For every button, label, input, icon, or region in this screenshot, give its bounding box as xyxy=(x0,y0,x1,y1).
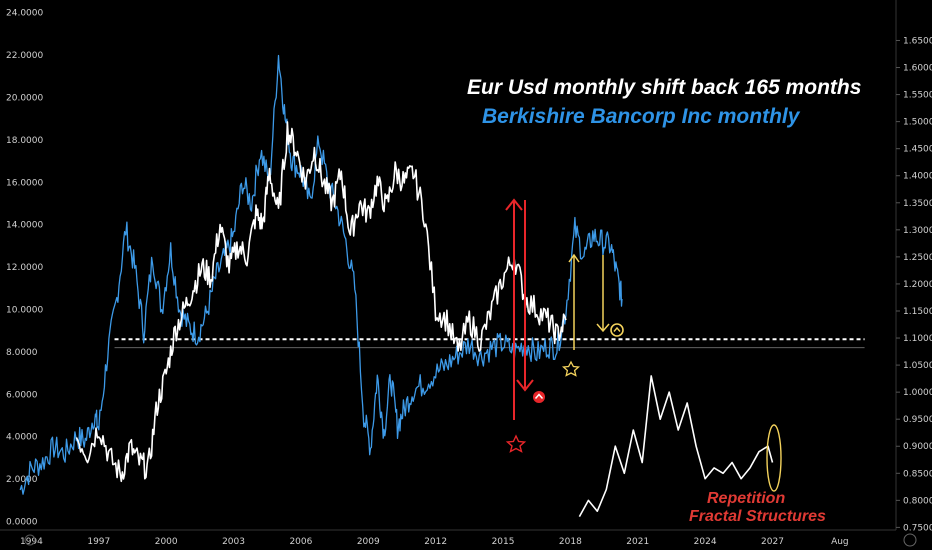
time-tick-label: 2018 xyxy=(559,537,582,547)
left-tick-label: 4.0000 xyxy=(6,433,38,443)
time-tick-label: 2015 xyxy=(492,537,515,547)
left-tick-label: 12.0000 xyxy=(6,263,43,273)
time-tick-label: 2006 xyxy=(289,537,312,547)
left-tick-label: 22.0000 xyxy=(6,51,43,61)
left-tick-label: 6.0000 xyxy=(6,390,38,400)
left-tick-label: 14.0000 xyxy=(6,221,43,231)
right-tick-label: 1.10000 xyxy=(903,334,932,344)
right-tick-label: 1.60000 xyxy=(903,64,932,74)
red-star-icon xyxy=(505,434,527,453)
right-tick-label: 1.15000 xyxy=(903,307,932,317)
time-tick-label: 2024 xyxy=(694,537,717,547)
time-axis[interactable]: 1994 1997 2000 2003 2006 2009 2012 2015 2018 2021… xyxy=(20,537,849,547)
time-tick-label: 2012 xyxy=(424,537,447,547)
series-line-white-right xyxy=(578,375,774,517)
annotation-line-1: Repetition xyxy=(707,490,785,507)
right-price-axis[interactable]: 1.65000 1.60000 1.55000 1.50000 1.45000 1.400… xyxy=(896,36,932,533)
time-tick-label: 2009 xyxy=(357,537,380,547)
time-tick-label: 2027 xyxy=(761,537,784,547)
right-tick-label: 1.30000 xyxy=(903,226,932,236)
right-tick-label: 1.45000 xyxy=(903,145,932,155)
time-tick-label: 2000 xyxy=(155,537,178,547)
red-arrow-head-up xyxy=(505,198,523,211)
right-tick-label: 1.35000 xyxy=(903,199,932,209)
left-tick-label: 0.0000 xyxy=(6,518,38,528)
right-tick-label: 1.55000 xyxy=(903,91,932,101)
right-tick-label: 1.65000 xyxy=(903,36,932,46)
left-tick-label: 10.0000 xyxy=(6,306,43,316)
time-tick-label: 1997 xyxy=(87,537,110,547)
right-tick-label: 1.50000 xyxy=(903,118,932,128)
red-up-circle-arrow xyxy=(534,393,544,399)
right-tick-label: 1.20000 xyxy=(903,280,932,290)
time-tick-label: 2003 xyxy=(222,537,245,547)
drawing-annotations xyxy=(505,198,782,492)
chart-title: Eur Usd monthly shift back 165 months xyxy=(467,76,861,99)
time-tick-label: 1994 xyxy=(20,537,43,547)
right-tick-label: 1.05000 xyxy=(903,361,932,371)
right-tick-label: 1.25000 xyxy=(903,253,932,263)
yellow-star-icon xyxy=(561,360,581,377)
series-line-white xyxy=(75,121,567,483)
right-tick-label: 1.40000 xyxy=(903,172,932,182)
chart-subtitle: Berkishire Bancorp Inc monthly xyxy=(482,105,801,128)
annotation-line-2: Fractal Structures xyxy=(689,508,826,525)
yellow-down-arrow-head xyxy=(596,323,610,333)
red-arrow-head-down xyxy=(516,379,534,392)
right-tick-label: 0.75000 xyxy=(903,523,932,533)
left-tick-label: 16.0000 xyxy=(6,178,43,188)
time-tick-label: 2021 xyxy=(626,537,649,547)
yellow-up-arrow-head xyxy=(568,253,580,263)
time-tick-label: Aug xyxy=(831,537,849,547)
left-tick-label: 2.0000 xyxy=(6,475,38,485)
yellow-ellipse-highlight xyxy=(766,424,782,492)
yellow-circle-icon xyxy=(610,323,624,337)
left-tick-label: 8.0000 xyxy=(6,348,38,358)
left-tick-label: 24.0000 xyxy=(6,9,43,19)
left-tick-label: 20.0000 xyxy=(6,94,43,104)
timezone-icon[interactable] xyxy=(24,534,36,546)
red-up-circle-icon xyxy=(533,391,545,403)
left-price-axis[interactable]: 24.0000 22.0000 20.0000 18.0000 16.0000 14.00… xyxy=(6,9,43,528)
yellow-circle-arrow xyxy=(613,326,621,332)
left-tick-label: 18.0000 xyxy=(6,136,43,146)
auto-scale-icon[interactable] xyxy=(903,533,917,547)
